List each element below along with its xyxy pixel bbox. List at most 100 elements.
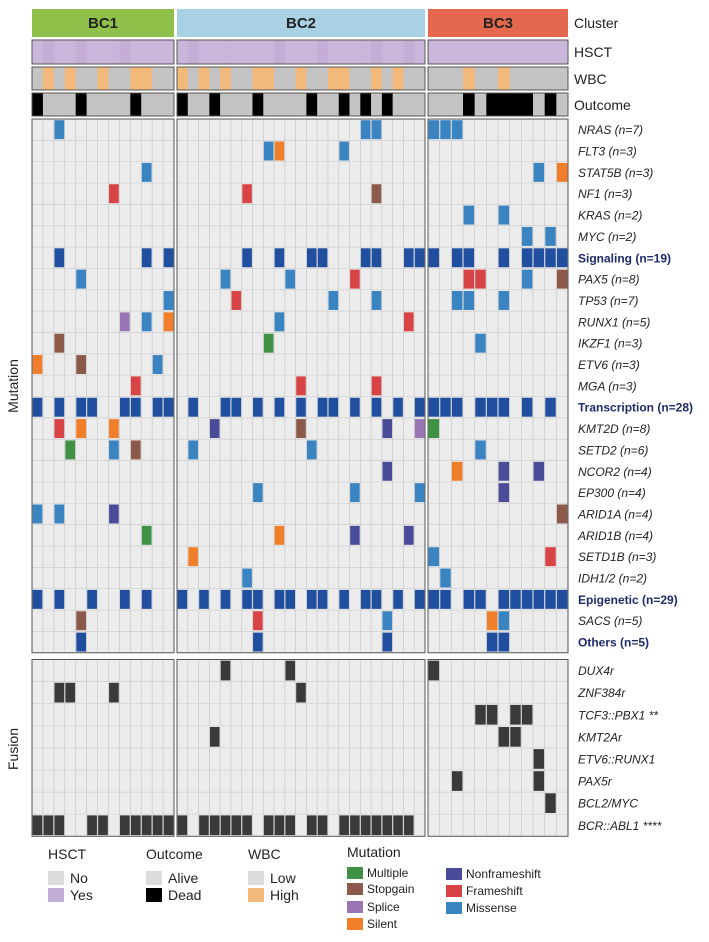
track-cell [284,40,296,64]
mutation-cell [109,440,119,460]
track-border [427,39,569,65]
track-cell [230,67,242,90]
track-cell [220,67,232,90]
mutation-cell [451,120,463,140]
mutation-cell [475,333,486,353]
mutation-cell [556,162,568,182]
mutation-cell [393,589,403,609]
mutation-cell [306,248,317,268]
mutation-cell [54,419,65,439]
mutation-cell [371,589,382,609]
track-border [31,66,175,91]
mutation-cell [231,397,242,417]
mutation-cell [428,248,440,268]
mutation-row-label: RUNX1 (n=5) [578,315,650,329]
track-cell [428,93,440,116]
track-cell [86,93,98,116]
track-cell [274,40,286,64]
mutation-cell [440,397,451,417]
mutation-cell [556,269,568,289]
mutation-cell [119,312,130,332]
track-cell [32,93,44,116]
legend-label: Dead [168,887,202,903]
track-cell [381,67,393,90]
track-cell [177,40,189,64]
mutation-cell [440,589,451,609]
track-cell [533,93,545,116]
track-cell [209,40,221,64]
mutation-cell [231,291,242,310]
track-cell [544,67,557,90]
mutation-cell [350,483,360,503]
track-cell [392,67,404,90]
mutation-cell [463,248,475,268]
mutation-cell [163,291,174,310]
mutation-cell [109,184,119,204]
mutation-row-label: MYC (n=2) [578,230,636,244]
legend-label: Nonframeshift [466,867,541,881]
track-label: Cluster [574,15,619,31]
mutation-row-label: PAX5 (n=8) [578,273,639,287]
track-cell [327,40,340,64]
track-border [176,66,426,91]
track-label: Outcome [574,97,631,113]
track-cell [360,93,372,116]
mutation-cell [130,440,141,460]
oncoprint-chart: BC1 BC2 BC3 Cluster HSCT WBC Outcome NRAS (n=7)… [5,9,693,837]
legend-label: Missense [466,901,517,915]
fusion-row-label: ZNF384r [577,686,626,700]
mutation-cell [54,397,65,417]
track-cell [241,93,253,116]
track-cell [509,93,522,116]
mutation-cell [475,589,486,609]
track-cell [141,93,153,116]
mutation-row-label: KRAS (n=2) [578,209,642,223]
cluster-bar [32,9,174,37]
track-border [427,92,569,117]
track-cell [252,93,264,116]
track-cell [327,93,340,116]
track-cell [163,40,175,64]
cluster-label: BC2 [286,15,316,32]
fusion-cell [451,771,463,791]
track-cell [360,40,372,64]
legend-outcome-alive: Alive [146,870,198,886]
mutation-cell [545,248,556,268]
mutation-cell [54,248,65,268]
fusion-cell [533,771,545,791]
mutation-cell [371,397,382,417]
mutation-cell [360,248,371,268]
track-cell [463,67,475,90]
mutation-cell [199,589,209,609]
mutation-cell [475,440,486,460]
mutation-cell [451,461,463,481]
track-label: WBC [574,71,607,87]
track-cell [403,40,415,64]
track-cell [141,67,153,90]
mutation-cell [220,589,231,609]
fusion-group-label: Fusion [5,728,21,770]
track-cell [263,67,275,90]
legend-swatch [347,901,363,913]
mutation-row-label: ARID1B (n=4) [577,529,653,543]
mutation-cell [451,397,463,417]
track-border [176,39,426,65]
fusion-cell [371,815,382,836]
track-cell [486,40,499,64]
mutation-cell [521,269,533,289]
mutation-cell [32,397,43,417]
track-cell [230,93,242,116]
fusion-cell [141,815,152,836]
fusion-row-label: PAX5r [578,775,613,789]
track-cell [64,93,76,116]
mutation-cell [404,525,414,545]
legend-swatch [48,888,64,902]
fusion-cell [54,815,65,836]
track-cell [474,93,487,116]
mutation-cell [76,632,87,652]
track-cell [108,40,120,64]
track-cell [533,67,545,90]
track-cell [141,40,153,64]
mutation-row-label: Signaling (n=19) [578,251,671,265]
mutation-cell [54,504,65,524]
